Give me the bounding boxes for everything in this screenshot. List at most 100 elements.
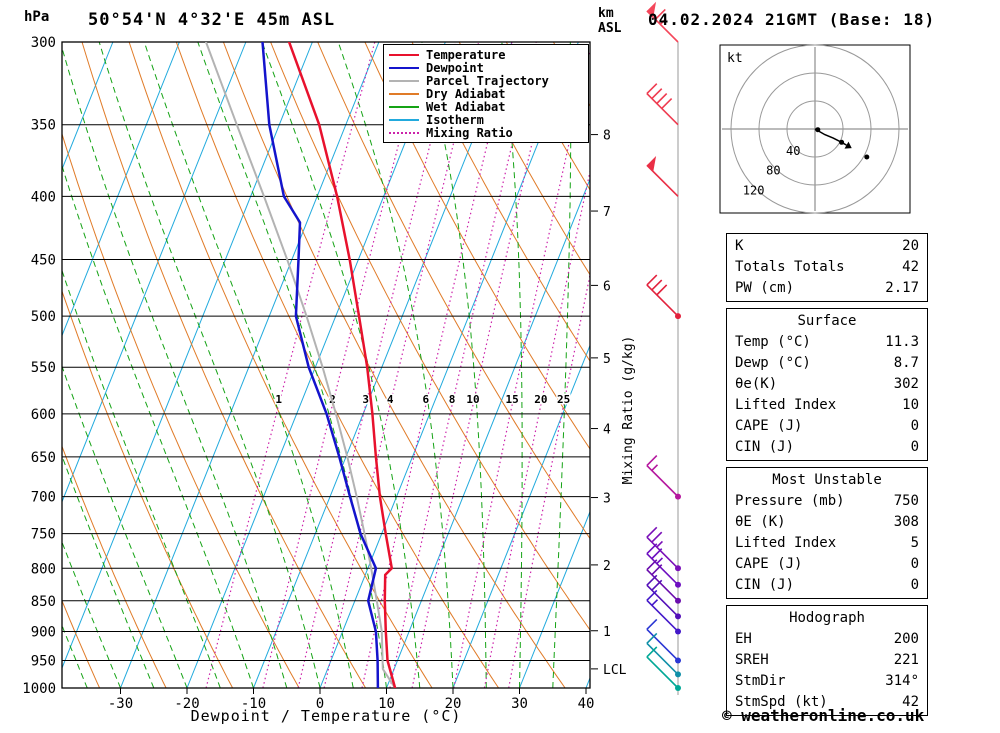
data-table-surface: Surface Temp (°C) 11.3 Dewp (°C) 8.7 θe(K) 302… — [726, 308, 928, 461]
temperature-curve — [287, 42, 397, 688]
table-row-label: Temp (°C) — [735, 334, 811, 350]
table-row-label: Dewp (°C) — [735, 355, 811, 371]
table-row-label: CAPE (J) — [735, 556, 803, 572]
table-row: CAPE (J) 0 — [727, 416, 927, 437]
legend-item-temperature: Temperature — [389, 48, 588, 61]
altitude-unit-asl: ASL — [598, 21, 622, 36]
svg-text:-30: -30 — [108, 696, 133, 712]
table-row: Dewp (°C) 8.7 — [727, 353, 927, 374]
table-row-label: CIN (J) — [735, 439, 795, 455]
legend-item-wet-adiabat: Wet Adiabat — [389, 100, 588, 113]
table-row-value: 221 — [893, 652, 919, 668]
table-header: Hodograph — [789, 610, 865, 626]
table-row-value: 200 — [893, 631, 919, 647]
svg-text:-20: -20 — [174, 696, 199, 712]
svg-text:7: 7 — [603, 205, 611, 220]
svg-text:4: 4 — [387, 393, 394, 406]
pressure-axis-unit: hPa — [24, 9, 50, 25]
data-table-most-unstable: Most Unstable Pressure (mb) 750 θE (K) 308 Li… — [726, 467, 928, 599]
table-row-label: Pressure (mb) — [735, 493, 845, 509]
data-table-indices: K 20 Totals Totals 42 PW (cm) 2.17 — [726, 233, 928, 302]
svg-text:1: 1 — [275, 393, 282, 406]
svg-text:15: 15 — [506, 393, 519, 406]
temperature-axis-labels: -30 -20 -10 0 10 20 30 40 — [108, 688, 594, 712]
table-row: StmSpd (kt) 42 — [727, 692, 927, 713]
table-row-label: CAPE (J) — [735, 418, 803, 434]
svg-text:650: 650 — [31, 450, 56, 466]
dewpoint-curve — [261, 42, 380, 688]
svg-text:450: 450 — [31, 253, 56, 269]
table-row-value: 5 — [910, 535, 919, 551]
svg-text:30: 30 — [511, 696, 528, 712]
plot-frame — [61, 41, 591, 689]
station-title: 50°54'N 4°32'E 45m ASL — [88, 10, 336, 30]
table-row-label: Lifted Index — [735, 397, 837, 413]
legend-line-sample — [389, 105, 419, 108]
legend-line-sample — [389, 79, 419, 82]
svg-text:80: 80 — [766, 164, 780, 178]
svg-text:25: 25 — [557, 393, 570, 406]
legend-item-parcel-trajectory: Parcel Trajectory — [389, 74, 588, 87]
table-row-value: 0 — [910, 577, 919, 593]
svg-text:0: 0 — [316, 696, 324, 712]
table-row: Totals Totals 42 — [727, 257, 927, 278]
table-row-label: SREH — [735, 652, 769, 668]
svg-text:350: 350 — [31, 118, 56, 134]
svg-text:10: 10 — [466, 393, 479, 406]
table-row: StmDir 314° — [727, 671, 927, 692]
table-row: θE (K) 308 — [727, 512, 927, 533]
table-row-value: 314° — [885, 673, 919, 689]
svg-text:600: 600 — [31, 407, 56, 423]
svg-text:3: 3 — [603, 492, 611, 507]
table-row-value: 302 — [893, 376, 919, 392]
table-row-value: 2.17 — [885, 280, 919, 296]
svg-text:1000: 1000 — [22, 681, 56, 697]
svg-text:750: 750 — [31, 527, 56, 543]
legend-item-dry-adiabat: Dry Adiabat — [389, 87, 588, 100]
svg-text:8: 8 — [449, 393, 456, 406]
km-axis-labels: 8 7 6 5 4 3 2 1 LCL — [591, 129, 627, 678]
legend-line-sample — [389, 118, 419, 121]
table-row-value: 308 — [893, 514, 919, 530]
table-row-label: CIN (J) — [735, 577, 795, 593]
legend-line-sample — [389, 66, 419, 69]
table-row-value: 0 — [910, 418, 919, 434]
svg-text:LCL: LCL — [603, 663, 627, 678]
legend-item-dewpoint: Dewpoint — [389, 61, 588, 74]
table-row-label: Lifted Index — [735, 535, 837, 551]
svg-text:6: 6 — [423, 393, 430, 406]
svg-text:kt: kt — [727, 51, 743, 66]
svg-text:8: 8 — [603, 129, 611, 144]
legend-line-sample — [389, 53, 419, 56]
table-row-label: StmDir — [735, 673, 786, 689]
table-row: CAPE (J) 0 — [727, 554, 927, 575]
table-row-value: 750 — [893, 493, 919, 509]
altitude-axis-unit: km ASL — [598, 6, 621, 36]
legend-label: Parcel Trajectory — [426, 73, 549, 88]
svg-text:40: 40 — [786, 144, 800, 158]
legend-line-sample — [389, 131, 419, 134]
legend-label: Dry Adiabat — [426, 86, 506, 101]
table-row: CIN (J) 0 — [727, 575, 927, 596]
svg-text:6: 6 — [603, 279, 611, 294]
svg-text:800: 800 — [31, 561, 56, 577]
legend-line-sample — [389, 92, 419, 95]
legend-item-mixing-ratio: Mixing Ratio — [389, 126, 588, 139]
table-row: θe(K) 302 — [727, 374, 927, 395]
svg-text:3: 3 — [362, 393, 369, 406]
svg-text:850: 850 — [31, 594, 56, 610]
svg-text:20: 20 — [534, 393, 547, 406]
legend: Temperature Dewpoint Parcel Trajectory Dry … — [383, 44, 589, 143]
table-row-value: 0 — [910, 439, 919, 455]
table-row-value: 42 — [902, 694, 919, 710]
svg-text:400: 400 — [31, 189, 56, 205]
table-row-value: 20 — [902, 238, 919, 254]
table-row: SREH 221 — [727, 650, 927, 671]
table-header: Most Unstable — [772, 472, 882, 488]
table-row-label: θE (K) — [735, 514, 786, 530]
table-row-label: Totals Totals — [735, 259, 845, 275]
svg-text:2: 2 — [603, 559, 611, 574]
table-row-value: 8.7 — [893, 355, 919, 371]
